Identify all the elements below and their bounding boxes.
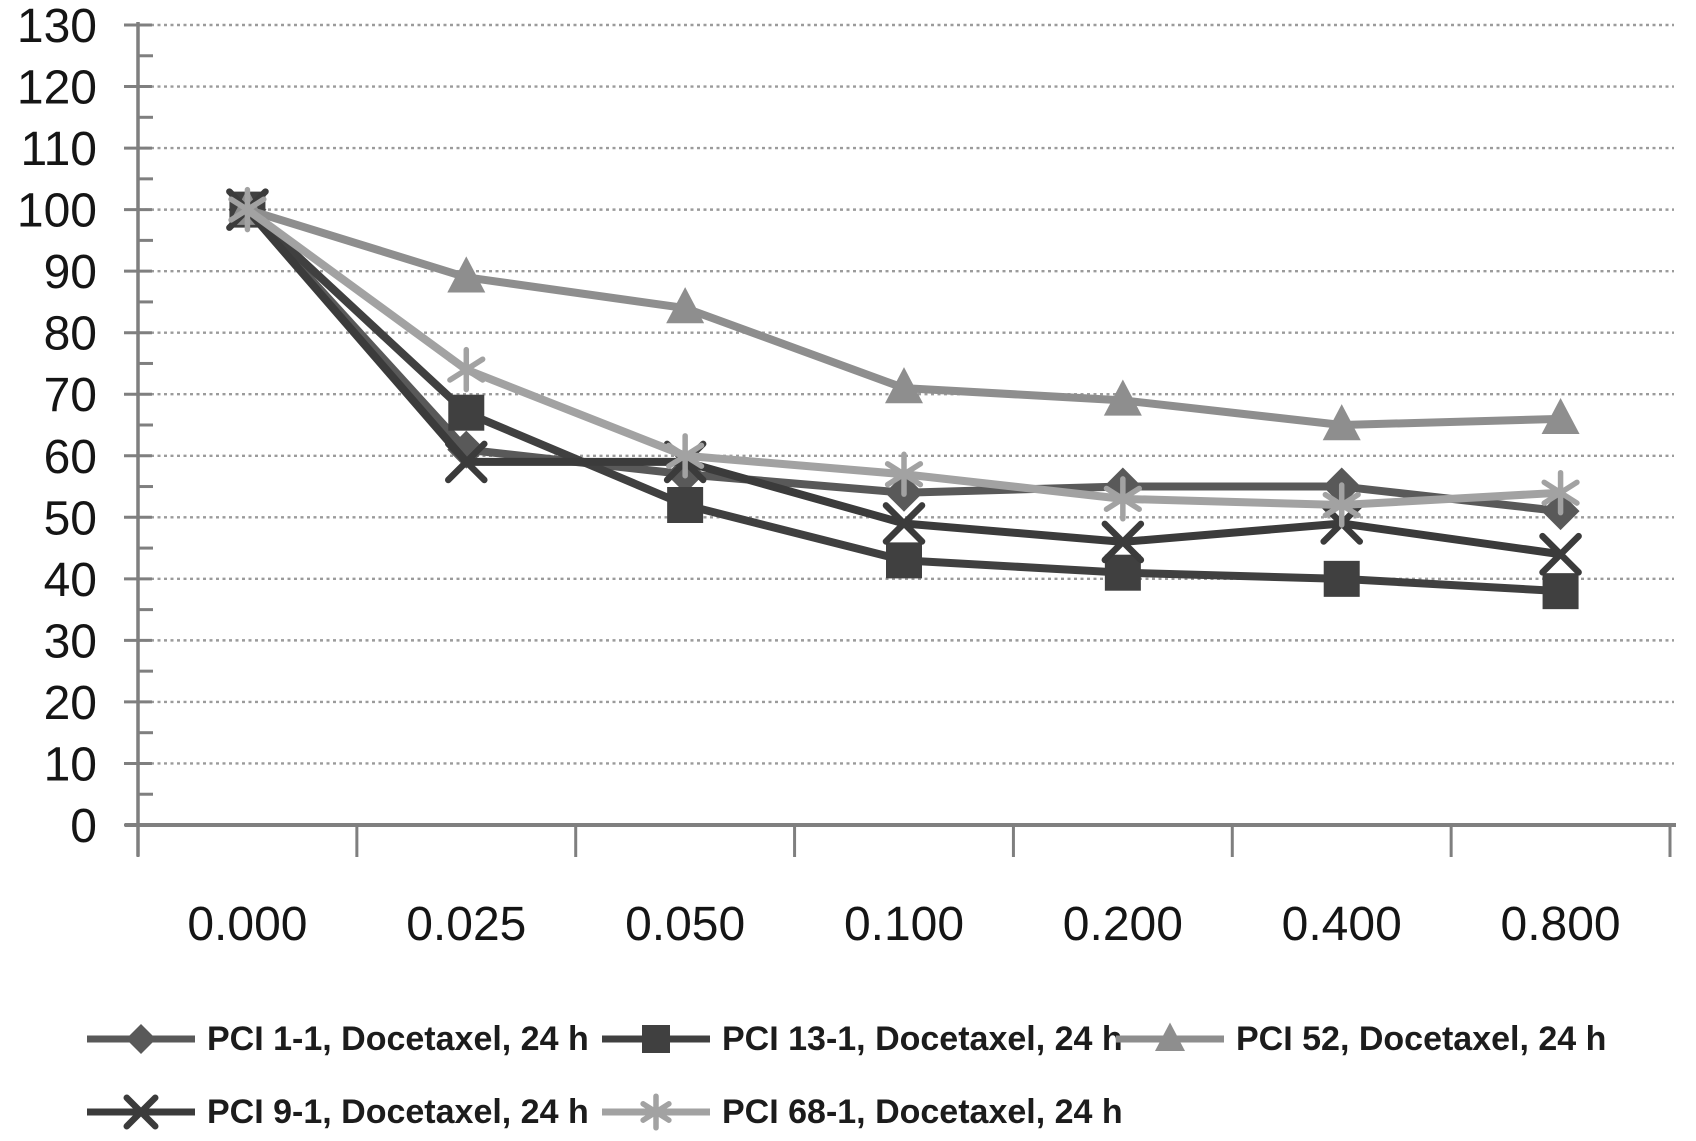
- asterisk-marker: [1322, 482, 1361, 528]
- legend-label: PCI 52, Docetaxel, 24 h: [1236, 1019, 1607, 1058]
- asterisk-marker: [228, 186, 267, 233]
- asterisk-marker: [1541, 469, 1580, 516]
- axes: [124, 22, 1676, 857]
- asterisk-marker: [447, 346, 486, 393]
- y-tick-label: 110: [20, 123, 97, 176]
- triangle-marker: [447, 256, 486, 293]
- y-tick-label: 60: [44, 431, 97, 484]
- square-marker: [448, 394, 485, 431]
- y-tick-label: 40: [44, 554, 97, 607]
- x-tick-label: 0.050: [625, 898, 745, 951]
- y-tick-label: 130: [17, 0, 97, 53]
- legend-item-triangle: PCI 52, Docetaxel, 24 h: [1114, 1015, 1606, 1063]
- asterisk-marker: [1103, 476, 1142, 522]
- series-lines: [226, 186, 1582, 610]
- square-legend-key: [602, 1025, 710, 1053]
- y-tick-label: 10: [44, 738, 97, 791]
- asterisk-marker: [884, 451, 924, 497]
- x-legend-key: [87, 1094, 195, 1130]
- triangle-legend-key: [1116, 1022, 1224, 1051]
- diamond-legend-key: [87, 1024, 195, 1054]
- triangle-marker: [1155, 1022, 1185, 1051]
- x-tick-label: 0.025: [406, 898, 526, 951]
- x-marker: [123, 1094, 159, 1130]
- y-tick-label: 70: [44, 369, 97, 422]
- triangle-marker: [885, 367, 923, 404]
- asterisk-marker: [666, 433, 705, 479]
- legend-label: PCI 68-1, Docetaxel, 24 h: [722, 1092, 1123, 1131]
- x-marker: [1101, 520, 1145, 564]
- axis-labels: 0 10 20 30 40 50 60 70 80 90 100 110 120 130 0.000 0.02…: [17, 0, 1621, 951]
- square-marker: [1323, 560, 1360, 597]
- x-tick-label: 0.200: [1063, 898, 1183, 951]
- legend-item-diamond: PCI 1-1, Docetaxel, 24 h: [85, 1015, 589, 1063]
- legend-label: PCI 13-1, Docetaxel, 24 h: [722, 1019, 1123, 1058]
- legend-label: PCI 1-1, Docetaxel, 24 h: [207, 1019, 589, 1058]
- y-tick-label: 20: [44, 677, 97, 730]
- legend-item-square: PCI 13-1, Docetaxel, 24 h: [600, 1015, 1123, 1063]
- triangle-marker: [1103, 379, 1142, 416]
- triangle-marker: [1541, 397, 1580, 435]
- y-tick-label: 30: [44, 615, 97, 668]
- legend-label: PCI 9-1, Docetaxel, 24 h: [207, 1092, 589, 1131]
- x-tick-label: 0.400: [1282, 898, 1402, 951]
- square-marker: [642, 1025, 670, 1053]
- y-tick-label: 120: [17, 62, 97, 115]
- y-tick-label: 90: [44, 246, 97, 299]
- x-tick-label: 0.800: [1501, 898, 1621, 951]
- square-marker: [1104, 554, 1141, 591]
- x-marker: [882, 502, 926, 545]
- y-tick-label: 50: [44, 492, 97, 545]
- y-tick-label: 80: [44, 308, 97, 361]
- triangle-marker: [1322, 404, 1361, 441]
- triangle-marker: [666, 287, 705, 324]
- y-tick-label: 0: [70, 800, 97, 853]
- diamond-marker: [126, 1024, 156, 1054]
- square-marker: [1542, 573, 1579, 610]
- legend-item-x: PCI 9-1, Docetaxel, 24 h: [85, 1088, 589, 1136]
- legend-item-asterisk: PCI 68-1, Docetaxel, 24 h: [600, 1088, 1123, 1136]
- x-marker: [444, 440, 488, 484]
- asterisk-legend-key: [602, 1093, 710, 1131]
- square-marker: [667, 487, 704, 523]
- y-tick-label: 100: [17, 185, 97, 238]
- x-marker: [1539, 532, 1582, 576]
- x-tick-label: 0.100: [844, 898, 964, 951]
- asterisk-marker: [640, 1093, 672, 1131]
- x-tick-label: 0.000: [187, 898, 307, 951]
- square-marker: [886, 542, 922, 579]
